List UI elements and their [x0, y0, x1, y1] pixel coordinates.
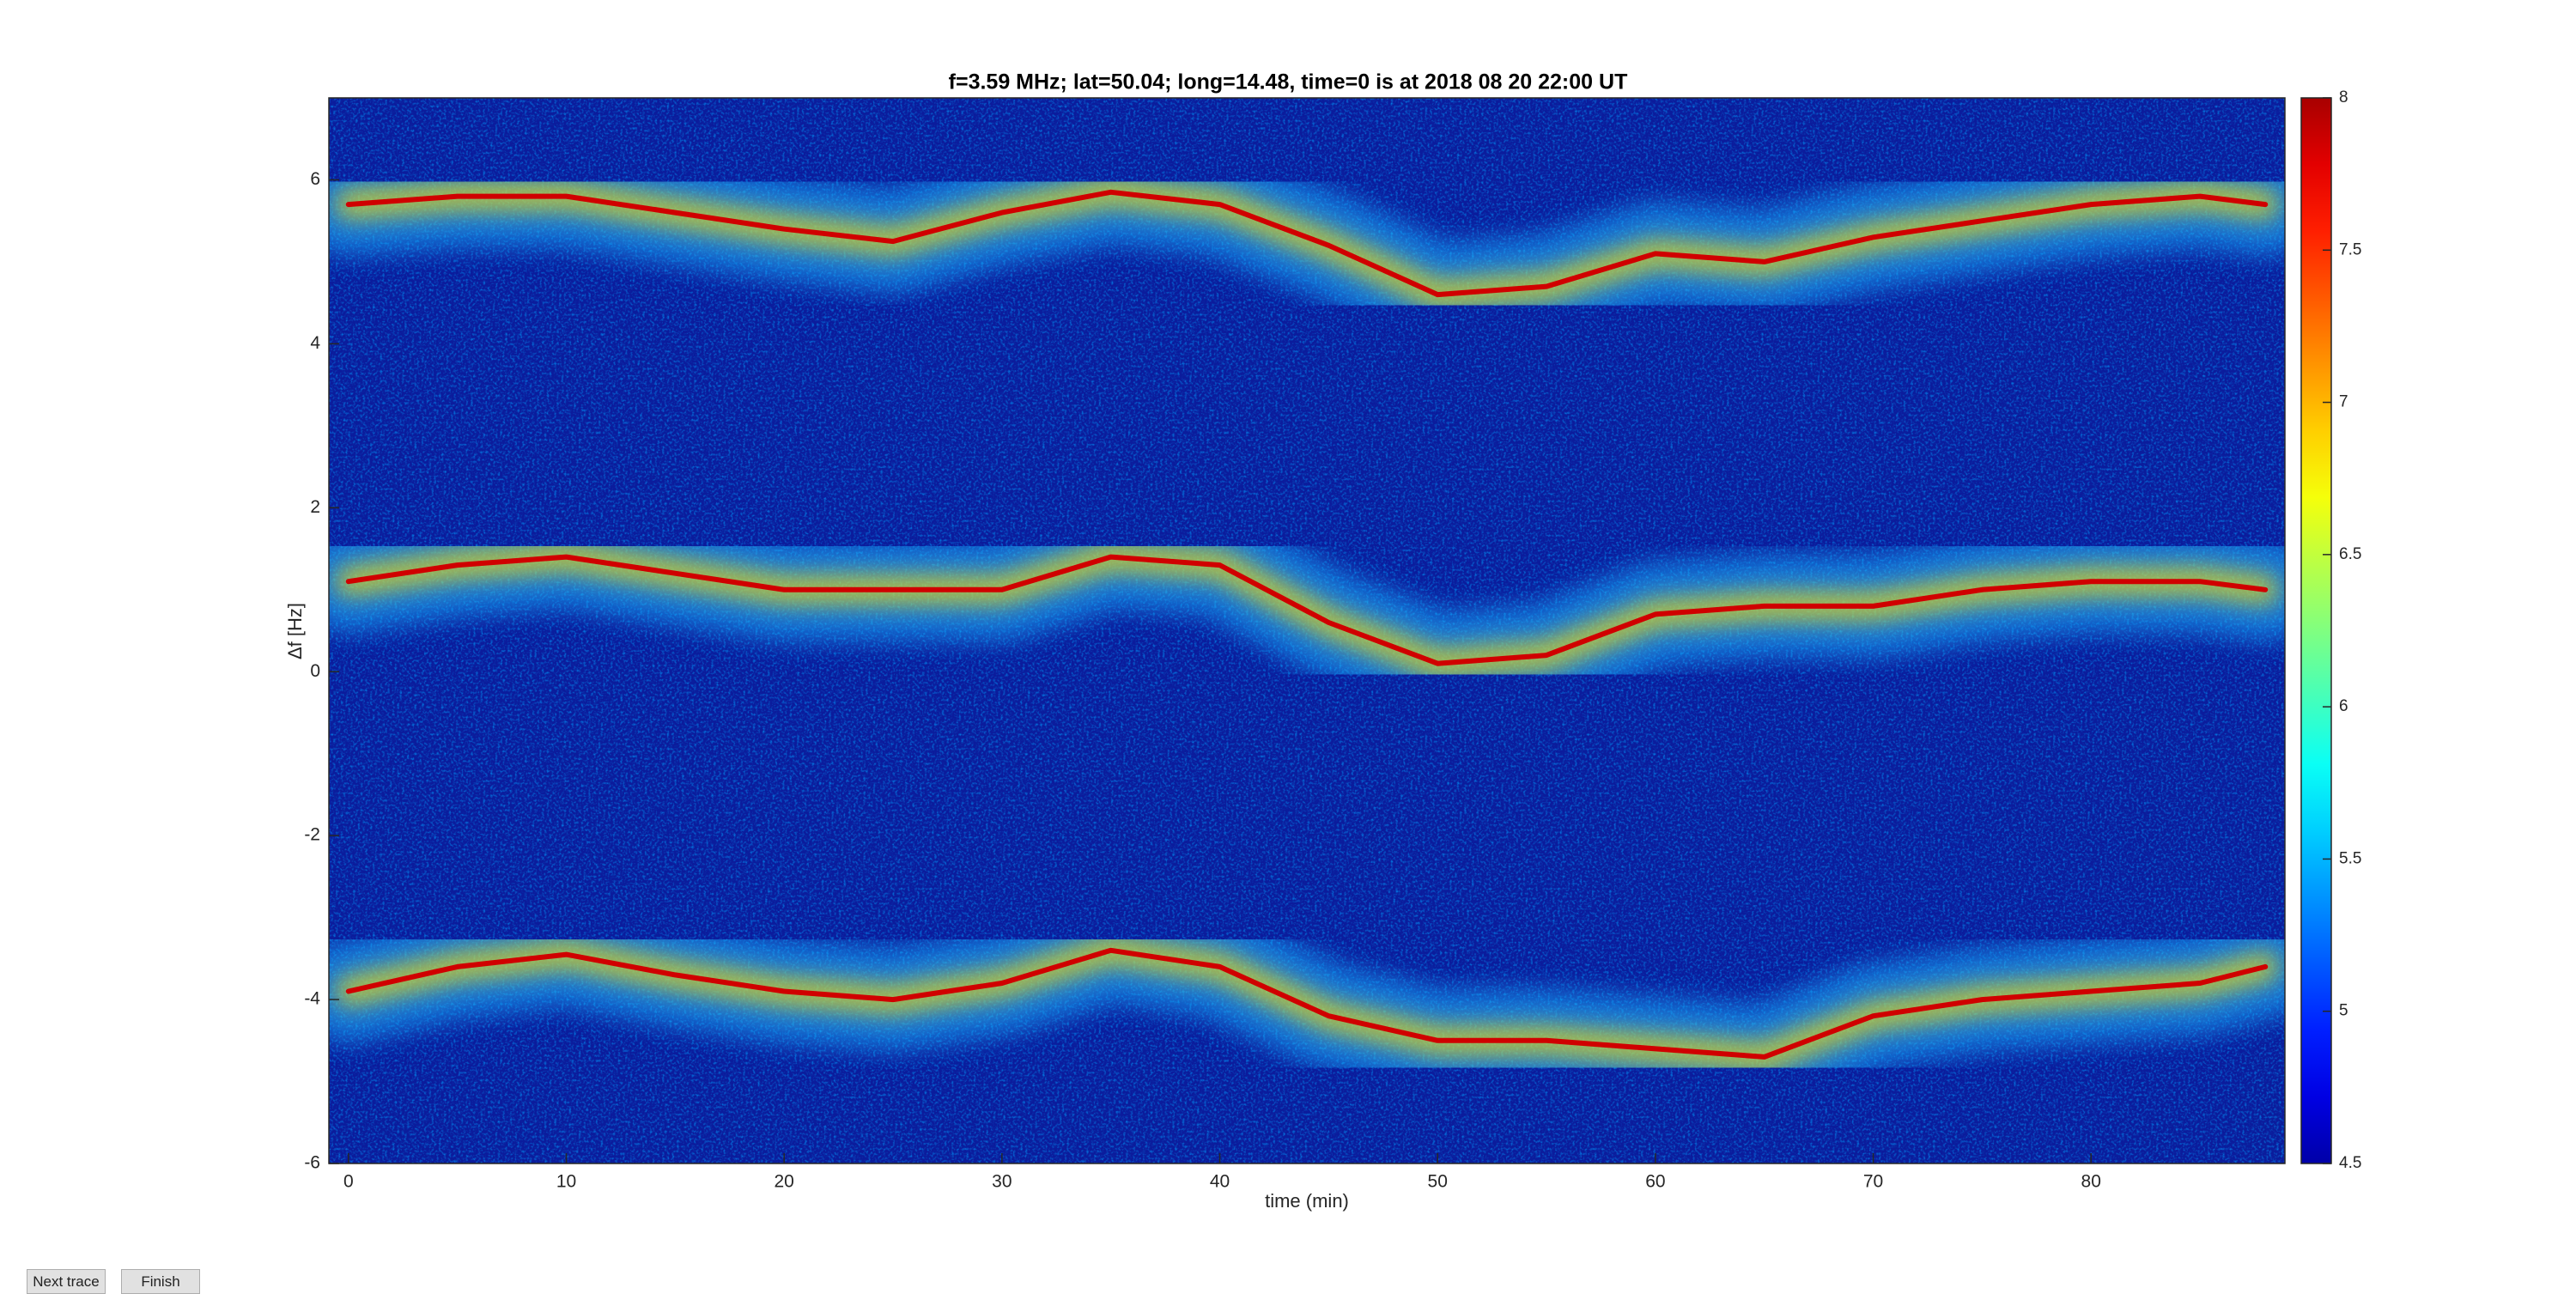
- y-tick-label: -2: [304, 825, 320, 845]
- x-axis-label: time (min): [1265, 1190, 1349, 1212]
- trace-line: [345, 554, 2269, 666]
- finish-button[interactable]: Finish: [121, 1269, 200, 1294]
- x-tick-label: 70: [1863, 1172, 1883, 1192]
- x-tick-label: 0: [343, 1172, 354, 1192]
- y-tick-label: 6: [310, 169, 320, 189]
- y-tick-label: -4: [304, 989, 320, 1009]
- colorbar-tick-label: 4.5: [2339, 1154, 2361, 1172]
- x-tick-label: 10: [556, 1172, 576, 1192]
- x-tick-label: 50: [1428, 1172, 1448, 1192]
- x-tick-label: 30: [992, 1172, 1012, 1192]
- trace-line: [345, 947, 2269, 1060]
- colorbar-tick-label: 7: [2339, 393, 2348, 411]
- plot-frame: [328, 97, 2286, 1164]
- x-tick-label: 20: [775, 1172, 794, 1192]
- colorbar-tick-label: 5.5: [2339, 849, 2361, 867]
- next-trace-button[interactable]: Next trace: [27, 1269, 106, 1294]
- x-tick-label: 80: [2081, 1172, 2101, 1192]
- chart-title: f=3.59 MHz; lat=50.04; long=14.48, time=…: [949, 70, 1628, 94]
- y-tick-label: 0: [310, 661, 320, 681]
- colorbar-tick-label: 6: [2339, 697, 2348, 715]
- colorbar-tick-label: 6.5: [2339, 545, 2361, 563]
- y-axis-label: Δf [Hz]: [284, 603, 306, 659]
- x-tick-label: 60: [1645, 1172, 1665, 1192]
- plot-layer: [329, 140, 2285, 1109]
- trace-line: [345, 189, 2269, 298]
- colorbar-tick-label: 8: [2339, 88, 2348, 106]
- colorbar-tick-label: 5: [2339, 1002, 2348, 1020]
- figure: f=3.59 MHz; lat=50.04; long=14.48, time=…: [284, 70, 2362, 1212]
- y-tick-label: -6: [304, 1153, 320, 1173]
- colorbar: [2300, 97, 2332, 1164]
- y-tick-label: 4: [310, 333, 320, 353]
- y-tick-label: 2: [310, 497, 320, 517]
- x-tick-label: 40: [1210, 1172, 1230, 1192]
- colorbar-tick-label: 7.5: [2339, 240, 2361, 258]
